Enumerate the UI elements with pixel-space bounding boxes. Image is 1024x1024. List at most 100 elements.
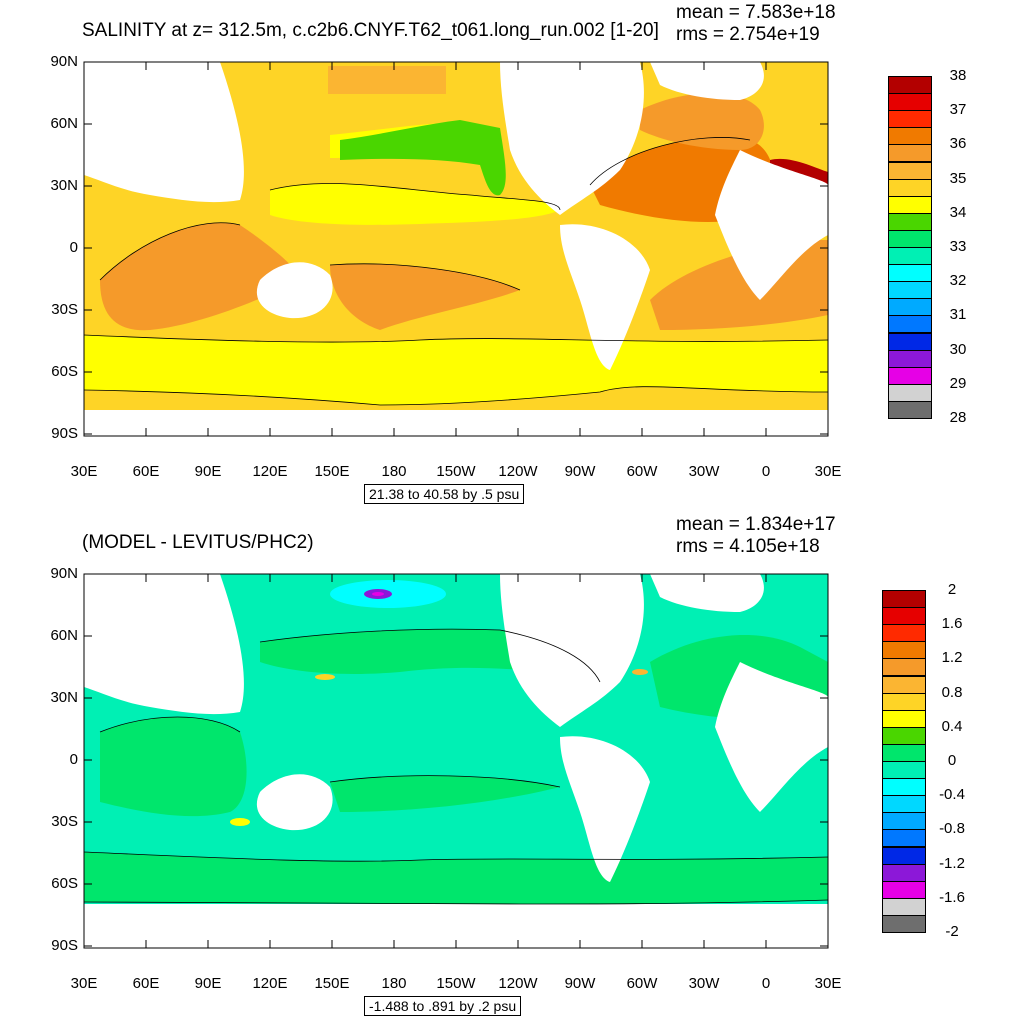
colorbar-swatch (888, 110, 932, 129)
colorbar-label: -1.2 (939, 854, 965, 872)
colorbar-swatch (882, 692, 926, 711)
colorbar-swatch (888, 161, 932, 180)
lon-label: 30E (70, 975, 98, 992)
colorbar-swatch (882, 863, 926, 882)
lat-label: 30S (51, 813, 78, 830)
colorbar-swatch (882, 897, 926, 916)
colorbar-swatch (888, 315, 932, 334)
colorbar-swatch (888, 366, 932, 385)
lon-label: 90W (564, 975, 596, 992)
africa-landmass (715, 150, 828, 300)
colorbar-label: 37 (949, 101, 967, 119)
colorbar-label: 36 (949, 135, 967, 153)
asia-landmass (84, 62, 244, 203)
lon-label: 60W (626, 463, 658, 480)
colorbar-swatch (882, 726, 926, 745)
colorbar-swatch (888, 281, 932, 300)
lon-label: 0 (761, 463, 771, 480)
colorbar-label: 2 (947, 581, 957, 598)
mean-value: mean = 1.834e+17 (676, 514, 836, 535)
north-pacific-low (270, 183, 560, 225)
southern-ocean-band (84, 852, 828, 904)
lat-label: 60N (50, 115, 78, 132)
lat-label: 60S (51, 875, 78, 892)
colorbar-label: 28 (949, 409, 967, 426)
colorbar-label: 33 (949, 238, 967, 255)
colorbar-label: -1.6 (939, 888, 965, 906)
lon-label: 90W (564, 463, 596, 480)
rms-value: rms = 2.754e+19 (676, 24, 820, 45)
north-america-landmass (500, 62, 644, 215)
south-america-landmass (560, 736, 650, 882)
colorbar-swatch (882, 675, 926, 694)
lon-label: 30W (688, 975, 720, 992)
arctic-ocean (328, 66, 446, 94)
lon-label: 30E (814, 463, 842, 480)
colorbar-label: 1.6 (941, 615, 963, 633)
colorbar-swatch (882, 743, 926, 762)
lat-label: 60S (51, 363, 78, 380)
contour-info-label: -1.488 to .891 by .2 psu (364, 996, 522, 1016)
lat-label: 0 (69, 751, 78, 768)
difference-map-panel: (MODEL - LEVITUS/PHC2) mean = 1.834e+17 … (0, 512, 1024, 1024)
colorbar-label: 30 (949, 340, 967, 358)
lat-label: 30N (50, 689, 78, 706)
colorbar-swatch (882, 880, 926, 899)
colorbar-swatch (882, 761, 926, 780)
colorbar-label: 0.4 (941, 717, 963, 735)
colorbar-label: 32 (949, 272, 967, 290)
colorbar-swatch (888, 127, 932, 146)
colorbar-swatch (888, 298, 932, 317)
lon-label: 120W (498, 463, 538, 480)
lat-label: 90S (51, 425, 78, 442)
lon-label: 180 (381, 463, 407, 480)
colorbar-swatch (882, 709, 926, 728)
colorbar-swatch (888, 332, 932, 351)
salinity-map-panel: SALINITY at z= 312.5m, c.c2b6.CNYF.T62_t… (50, 2, 967, 504)
colorbar-swatch (882, 795, 926, 814)
colorbar-label: 35 (949, 169, 967, 187)
south-pacific-salty (330, 263, 520, 330)
lat-label: 90S (51, 937, 78, 954)
colorbar-label: -0.8 (939, 820, 965, 838)
lon-label: 120E (252, 463, 288, 480)
colorbar (882, 590, 926, 933)
lat-label: 60N (50, 627, 78, 644)
lon-label: 150W (436, 463, 476, 480)
colorbar-label: 0.8 (941, 683, 963, 701)
greenland-landmass (650, 62, 764, 100)
australia-landmass (256, 262, 333, 319)
mean-value: mean = 7.583e+18 (676, 2, 836, 23)
colorbar-label: -2 (945, 923, 959, 940)
colorbar-label: 31 (949, 306, 967, 324)
greenland-landmass (650, 574, 764, 612)
lat-label: 90N (50, 53, 78, 70)
indian-ocean-band (100, 717, 247, 817)
colorbar-swatch (888, 264, 932, 283)
colorbar-label: 29 (949, 374, 967, 392)
colorbar-swatch (888, 349, 932, 368)
lon-label: 30E (70, 463, 98, 480)
southern-ocean-band (84, 335, 828, 405)
lat-label: 30N (50, 177, 78, 194)
colorbar-swatch (882, 658, 926, 677)
colorbar-swatch (882, 829, 926, 848)
colorbar-swatch (888, 247, 932, 266)
map-title: SALINITY at z= 312.5m, c.c2b6.CNYF.T62_t… (82, 20, 659, 41)
lon-label: 0 (761, 975, 771, 992)
colorbar-swatch (882, 914, 926, 933)
contour-info-label: 21.38 to 40.58 by .5 psu (364, 484, 525, 504)
indian-ocean-salty (100, 222, 300, 331)
colorbar-swatch (888, 212, 932, 231)
colorbar-label: 38 (949, 67, 967, 84)
colorbar-swatch (882, 778, 926, 797)
asia-landmass (84, 574, 244, 715)
north-pacific-fresh (340, 120, 506, 196)
colorbar-swatch (888, 93, 932, 112)
lon-label: 180 (381, 975, 407, 992)
colorbar-swatch (882, 846, 926, 865)
lat-label: 30S (51, 301, 78, 318)
lon-label: 90E (194, 975, 222, 992)
lat-label: 0 (69, 239, 78, 256)
lon-label: 150E (314, 975, 350, 992)
